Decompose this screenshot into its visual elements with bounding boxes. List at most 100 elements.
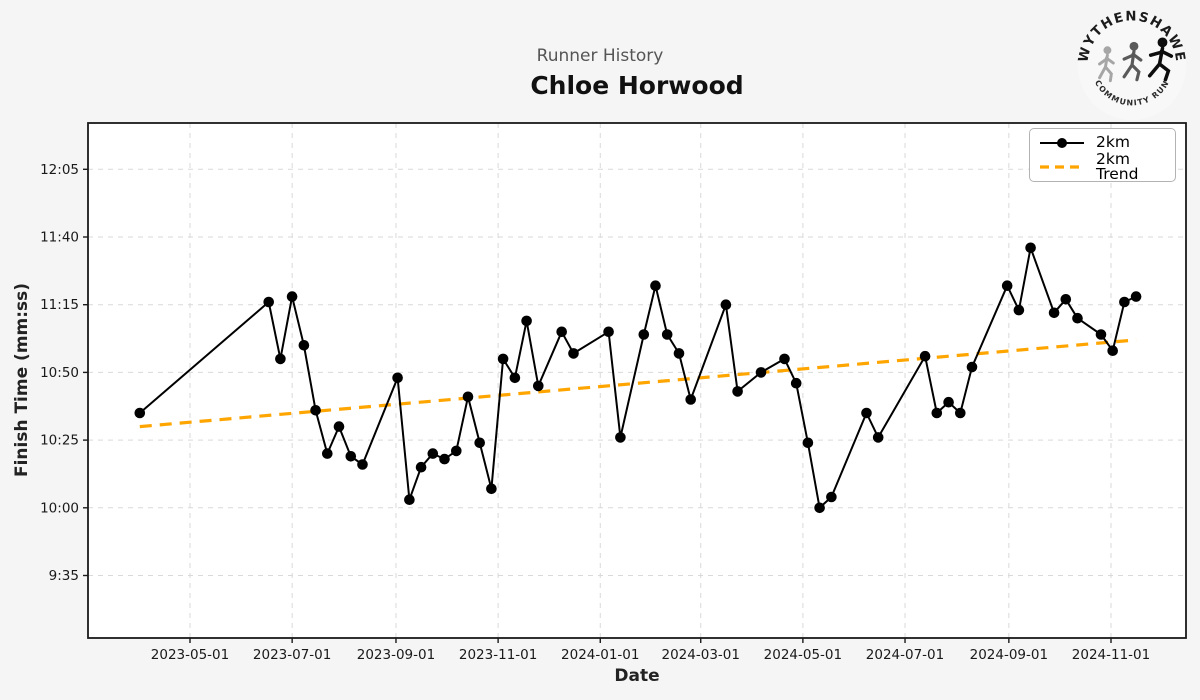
data-point (357, 459, 368, 470)
data-point (556, 326, 567, 338)
x-axis-label: Date (614, 666, 659, 686)
data-point (333, 421, 345, 432)
x-tick-label: 2024-09-01 (970, 647, 1048, 663)
trend-polyline (139, 338, 1137, 429)
data-point (814, 502, 825, 514)
data-point (1060, 294, 1072, 305)
gridlines (88, 123, 1186, 638)
y-tick-label: 10:25 (40, 433, 79, 449)
data-point (1119, 296, 1130, 308)
plot-border (87, 122, 1187, 639)
data-point (732, 386, 743, 397)
y-tick-labels: 9:35 10:00 10:25 10:50 11:15 11:40 12:05 (40, 162, 79, 584)
legend-swatch-2km-line (1040, 138, 1084, 148)
data-point (603, 326, 614, 338)
data-point (638, 329, 650, 340)
legend-item-2km-trend: 2km Trend (1038, 151, 1167, 182)
data-point (685, 394, 696, 405)
runner-icon (1122, 41, 1143, 82)
tick-marks (83, 168, 1112, 643)
data-point (497, 353, 509, 365)
data-point (415, 461, 427, 473)
data-point (275, 353, 286, 365)
data-point (134, 407, 146, 419)
x-tick-label: 2024-11-01 (1072, 647, 1150, 663)
data-point (427, 448, 439, 459)
y-axis-label: Finish Time (mm:ss) (12, 283, 32, 477)
legend-item-2km: 2km (1038, 131, 1167, 155)
data-point (568, 348, 579, 359)
data-point (615, 432, 626, 443)
data-point (298, 340, 310, 351)
data-point (919, 350, 931, 362)
legend: 2km 2km Trend (1029, 128, 1176, 182)
data-points (134, 242, 1142, 514)
data-point (861, 407, 872, 419)
axes-spines (87, 122, 1187, 639)
chart-subtitle: Runner History (536, 46, 664, 66)
chart-title: Chloe Horwood (530, 71, 744, 100)
runner-icon (1147, 37, 1174, 82)
data-point (1107, 345, 1118, 357)
data-point (661, 329, 673, 340)
data-point (533, 380, 544, 392)
data-point (802, 437, 814, 449)
data-point (404, 494, 415, 506)
data-point (755, 367, 767, 378)
y-tick-label: 9:35 (49, 568, 79, 584)
x-tick-label: 2024-03-01 (662, 647, 740, 663)
data-point (486, 483, 497, 495)
x-tick-label: 2024-07-01 (866, 647, 944, 663)
y-tick-label: 12:05 (40, 162, 79, 178)
data-point (521, 315, 532, 327)
data-point (474, 437, 486, 449)
data-point (1025, 242, 1036, 254)
trend-line (139, 338, 1137, 429)
x-tick-label: 2023-07-01 (253, 647, 331, 663)
data-point (943, 396, 954, 408)
y-tick-label: 10:50 (40, 365, 79, 381)
data-point (966, 361, 978, 373)
legend-swatch-trend-line (1040, 165, 1084, 169)
wythenshawe-community-run-logo: WYTHENSHAWE COMMUNITY RUN (1076, 9, 1187, 121)
data-point (720, 299, 732, 311)
data-point (509, 372, 521, 384)
data-point (1072, 312, 1083, 324)
data-point (345, 451, 357, 462)
data-point (931, 407, 943, 419)
data-point (872, 432, 884, 443)
data-point (322, 448, 333, 459)
data-point (673, 348, 685, 359)
plot-background (88, 123, 1186, 638)
y-tick-label: 10:00 (40, 500, 79, 516)
y-tick-label: 11:40 (40, 230, 79, 246)
data-point (1048, 307, 1060, 319)
data-point (650, 280, 661, 292)
x-tick-label: 2023-05-01 (151, 647, 229, 663)
data-point (790, 377, 802, 389)
x-tick-label: 2024-05-01 (764, 647, 842, 663)
legend-label-2km-trend: 2km Trend (1096, 149, 1139, 183)
data-point (779, 353, 790, 365)
data-point (1001, 280, 1013, 292)
data-point (1130, 291, 1142, 302)
data-point (392, 372, 403, 384)
data-point (826, 491, 837, 503)
data-point (451, 445, 462, 457)
x-tick-label: 2024-01-01 (561, 647, 639, 663)
data-point (439, 453, 450, 465)
data-point (462, 391, 474, 403)
plot-area (88, 123, 1186, 638)
data-point (955, 407, 966, 419)
legend-label-2km: 2km (1096, 133, 1130, 152)
data-point (310, 405, 321, 416)
data-point (1013, 304, 1025, 316)
data-point (286, 291, 298, 302)
data-point (263, 296, 275, 308)
y-tick-label: 11:15 (40, 297, 79, 313)
x-tick-labels: 2023-05-01 2023-07-01 2023-09-01 2023-11-01… (151, 647, 1150, 663)
runner-icon (1098, 46, 1115, 83)
data-point (1095, 329, 1107, 340)
